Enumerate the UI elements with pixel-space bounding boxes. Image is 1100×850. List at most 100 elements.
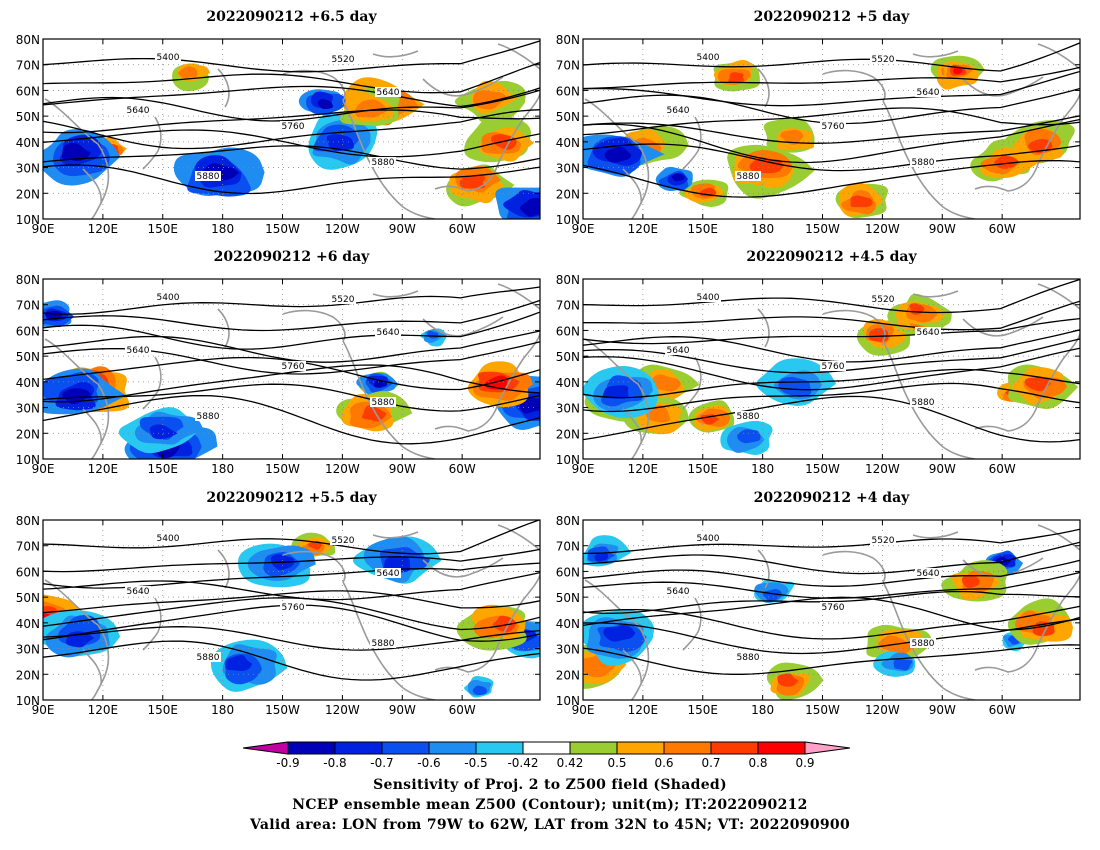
z500-contour bbox=[583, 368, 1080, 399]
lat-tick-label: 10N bbox=[16, 694, 40, 708]
contour-label: 5400 bbox=[157, 534, 180, 544]
panel-frame bbox=[582, 519, 1081, 701]
lon-tick-label: 180 bbox=[211, 462, 234, 476]
colorbar-segment bbox=[522, 741, 571, 755]
colorbar-segment bbox=[334, 741, 383, 755]
coastline bbox=[82, 168, 103, 205]
contour-label-bg bbox=[155, 52, 181, 62]
contour-label: 5640 bbox=[127, 106, 150, 116]
z500-contour bbox=[43, 145, 540, 170]
lon-tick-label: 60W bbox=[449, 222, 476, 236]
colorbar-segment bbox=[287, 741, 336, 755]
sensitivity-shade bbox=[893, 658, 913, 671]
sensitivity-shade bbox=[780, 129, 804, 145]
coastline bbox=[44, 338, 110, 459]
coastline bbox=[882, 581, 976, 700]
lon-tick-label: 90E bbox=[572, 222, 595, 236]
map-panel: 5400 5520 5640 5640 5760 5880 5880 bbox=[43, 39, 540, 219]
z500-contour bbox=[43, 356, 540, 391]
contour-label-bg bbox=[735, 411, 761, 421]
contour-label-bg bbox=[370, 397, 396, 407]
z500-contour bbox=[43, 330, 540, 363]
contour-label: 5520 bbox=[332, 536, 355, 546]
coastline bbox=[142, 356, 162, 410]
coastline bbox=[882, 340, 976, 459]
panel-frame bbox=[42, 519, 541, 701]
lat-tick-label: 30N bbox=[16, 162, 40, 176]
contour-label: 5760 bbox=[282, 362, 305, 372]
lon-tick-label: 90W bbox=[929, 462, 956, 476]
coastline bbox=[372, 290, 419, 298]
contour-label-bg bbox=[820, 361, 846, 371]
z500-contour bbox=[43, 597, 540, 631]
contour-label-bg bbox=[665, 586, 691, 596]
coastline bbox=[342, 100, 436, 219]
coastline bbox=[682, 597, 702, 651]
lon-tick-label: 90E bbox=[572, 703, 595, 717]
z500-contour bbox=[43, 520, 540, 555]
contour-label-bg bbox=[735, 652, 761, 662]
lat-tick-label: 50N bbox=[16, 350, 40, 364]
colorbar-segment bbox=[569, 741, 618, 755]
lat-tick-label: 80N bbox=[16, 514, 40, 528]
panel-frame bbox=[582, 38, 1081, 220]
coastline bbox=[622, 168, 643, 205]
colorbar-segment bbox=[475, 741, 524, 755]
contour-label: 5640 bbox=[377, 328, 400, 338]
z500-contour bbox=[583, 300, 1080, 331]
lat-tick-label: 70N bbox=[16, 299, 40, 313]
contour-label-bg bbox=[820, 121, 846, 131]
lat-tick-label: 60N bbox=[16, 84, 40, 98]
lat-tick-label: 40N bbox=[16, 376, 40, 390]
coastline bbox=[217, 308, 230, 348]
sensitivity-shade bbox=[225, 655, 253, 671]
contour-label-bg bbox=[370, 157, 396, 167]
coastlines bbox=[584, 283, 1080, 459]
z500-contour bbox=[583, 596, 1080, 631]
contour-label: 5640 bbox=[377, 569, 400, 579]
z500-contour bbox=[583, 347, 1080, 391]
lon-tick-label: 90E bbox=[32, 222, 55, 236]
contour-label-bg bbox=[330, 535, 356, 545]
lat-tick-label: 80N bbox=[16, 33, 40, 47]
contour-label-bg bbox=[375, 568, 401, 578]
map-panel: 5400 5520 5640 5640 5760 5880 5880 bbox=[583, 279, 1080, 459]
coastline bbox=[682, 356, 702, 410]
lon-tick-label: 60W bbox=[989, 462, 1016, 476]
lat-tick-label: 70N bbox=[16, 540, 40, 554]
contour-label-bg bbox=[695, 533, 721, 543]
sensitivity-shade bbox=[604, 146, 632, 163]
caption-line-3: Valid area: LON from 79W to 62W, LAT fro… bbox=[249, 817, 851, 833]
contour-label: 5880 bbox=[912, 158, 935, 168]
sensitivity-shade bbox=[1024, 377, 1051, 392]
sensitivity-shade bbox=[737, 429, 761, 444]
coastline bbox=[1037, 43, 1080, 70]
z500-contour bbox=[583, 143, 1080, 172]
z500-contour bbox=[43, 164, 540, 195]
z500-contour bbox=[583, 118, 1080, 164]
sensitivity-shade bbox=[602, 385, 629, 399]
contour-label-bg bbox=[665, 105, 691, 115]
coastline bbox=[584, 338, 650, 459]
sensitivity-shade bbox=[62, 388, 92, 405]
colorbar-tick-label: -0.9 bbox=[276, 756, 299, 770]
z500-contour bbox=[43, 109, 540, 134]
lat-tick-label: 70N bbox=[556, 540, 580, 554]
colorbar-segment bbox=[757, 741, 806, 755]
lat-tick-label: 30N bbox=[556, 402, 580, 416]
lon-tick-label: 60W bbox=[989, 703, 1016, 717]
colorbar-segment bbox=[381, 741, 430, 755]
coastline bbox=[757, 549, 770, 589]
lat-tick-label: 20N bbox=[556, 668, 580, 682]
lat-tick-label: 40N bbox=[556, 617, 580, 631]
contour-label: 5760 bbox=[282, 122, 305, 132]
lat-tick-label: 60N bbox=[16, 324, 40, 338]
coastlines bbox=[584, 43, 1080, 219]
coastline bbox=[82, 649, 103, 686]
contour-label-bg bbox=[125, 105, 151, 115]
lon-tick-label: 150W bbox=[805, 222, 840, 236]
sensitivity-shade bbox=[700, 413, 720, 425]
z500-contour bbox=[583, 279, 1080, 314]
sensitivity-shade bbox=[877, 635, 914, 656]
sensitivity-shade bbox=[326, 134, 355, 152]
